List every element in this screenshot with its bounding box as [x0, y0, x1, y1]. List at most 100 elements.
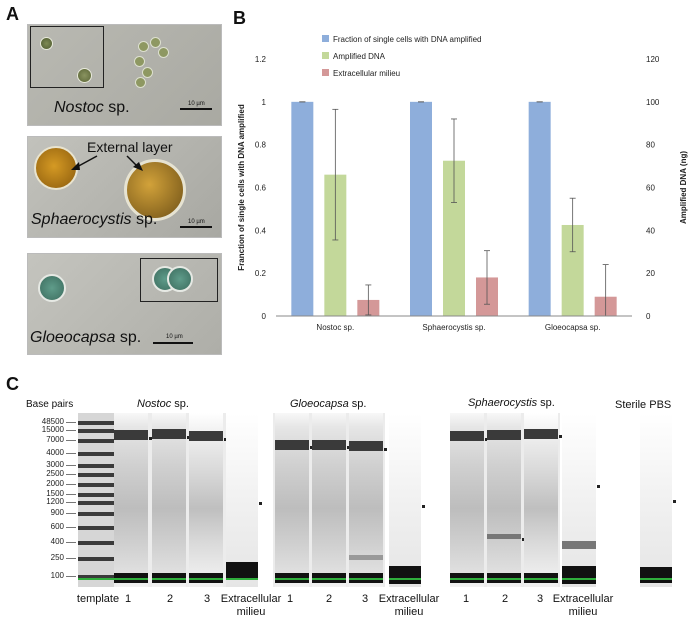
bp-label: 3000 — [46, 460, 64, 469]
cell — [150, 37, 161, 48]
scale-bar — [180, 108, 212, 110]
marker-band — [349, 578, 383, 580]
gel-band — [487, 430, 521, 440]
panel-label-c: C — [6, 374, 19, 394]
band-marker — [673, 500, 676, 503]
marker-band — [152, 578, 186, 580]
bp-tick — [66, 422, 76, 423]
bar — [410, 101, 432, 316]
gel-lane-nostoc-1 — [114, 413, 152, 587]
bp-tick — [66, 494, 76, 495]
caption-sphaerocystis: Sphaerocystis sp. — [31, 211, 158, 228]
micrograph-gloeocapsa: 10 µm — [27, 253, 222, 355]
gel-band — [562, 541, 596, 549]
gel-band — [562, 566, 596, 584]
y-tick-label: 0.4 — [255, 226, 267, 235]
marker-band — [78, 578, 118, 580]
y-tick-label: 0.8 — [255, 141, 267, 150]
group-title-gloeocapsa: Gloeocapsa sp. — [290, 398, 367, 410]
bp-tick — [66, 527, 76, 528]
gel-band — [78, 464, 118, 468]
bp-label: 15000 — [41, 425, 64, 434]
marker-band — [189, 578, 223, 580]
bp-label: 250 — [50, 553, 64, 562]
band-marker — [485, 438, 488, 441]
bar — [443, 160, 465, 316]
y-tick-label: 1.2 — [255, 55, 267, 64]
gel-lane-sterile-pbs — [640, 413, 676, 587]
base-pairs-label: Base pairs — [26, 399, 74, 410]
scale-label: 10 µm — [166, 334, 183, 340]
band-marker — [522, 538, 525, 541]
error-bar — [484, 250, 490, 305]
cell — [142, 67, 153, 78]
x-tick-label: Sphaerocystis sp. — [422, 323, 485, 332]
gel-band — [312, 440, 346, 450]
gel-band — [78, 557, 118, 561]
gel-band — [450, 431, 484, 441]
gel-band — [78, 493, 118, 497]
cell — [138, 41, 149, 52]
bp-label: 400 — [50, 537, 64, 546]
lane-label-nostoc-1: 1 — [124, 593, 132, 605]
micrograph-sphaerocystis: 10 µm — [27, 136, 222, 238]
gel-band — [152, 429, 186, 439]
band-marker — [559, 435, 562, 438]
gel-lane-sphaerocystis-1 — [450, 413, 488, 587]
marker-band — [389, 578, 421, 580]
legend-swatch — [322, 52, 329, 59]
y-tick-label: 0.6 — [255, 184, 267, 193]
lane-label-gloeocapsa-2: 2 — [325, 593, 333, 605]
band-marker — [149, 437, 152, 440]
y-tick-label: 0 — [262, 312, 267, 321]
gel-band — [226, 562, 258, 580]
gel-lane-nostoc-2 — [152, 413, 190, 587]
external-layer-label: External layer — [87, 139, 173, 155]
external-layer-arrows — [71, 155, 143, 171]
cell — [134, 56, 145, 67]
lane-label-nostoc-2: 2 — [166, 593, 174, 605]
marker-band — [275, 578, 309, 580]
group-title-sterile-pbs: Sterile PBS — [615, 399, 672, 411]
bar — [561, 224, 584, 316]
gel-band — [78, 473, 118, 477]
band-marker — [422, 505, 425, 508]
x-tick-label: Gloeocapsa sp. — [545, 323, 601, 332]
gel-band — [78, 429, 118, 433]
y-tick-label: 1 — [262, 98, 267, 107]
gel-lane-sphaerocystis-2 — [487, 413, 525, 587]
lane-label-gloeocapsa-extracellular: Extracellular milieu — [378, 593, 440, 618]
gel-band — [189, 431, 223, 441]
caption-gloeocapsa: Gloeocapsa sp. — [30, 329, 142, 346]
y2-axis-title: Amplified DNA (ng) — [679, 151, 688, 224]
gel-lane-sphaerocystis-3 — [524, 413, 562, 587]
cell — [40, 37, 53, 50]
band-marker — [597, 485, 600, 488]
lane-label-sphaerocystis-2: 2 — [501, 593, 509, 605]
marker-band — [312, 578, 346, 580]
caption-nostoc: Nostoc sp. — [54, 99, 130, 116]
marker-band — [524, 578, 558, 580]
cell — [34, 146, 78, 190]
gel-band — [78, 501, 118, 505]
gel-band — [389, 566, 421, 584]
gel-lane-gloeocapsa-1 — [275, 413, 313, 587]
gel-band — [78, 483, 118, 487]
gel-band — [349, 555, 383, 560]
bp-tick — [66, 440, 76, 441]
gel-band — [640, 567, 672, 583]
group-title-nostoc: Nostoc sp. — [137, 398, 189, 410]
legend-label: Amplified DNA — [333, 52, 386, 61]
gel-lane-gloeocapsa-2 — [312, 413, 350, 587]
gel-lane-sphaerocystis-extracellular — [562, 413, 600, 587]
bar-chart: 0 0.2 0.4 0.6 0.8 1 1.2 0 20 40 60 80 100 120 Franctio… — [237, 35, 688, 332]
bp-label: 900 — [50, 508, 64, 517]
panel-label-b: B — [233, 8, 246, 28]
bp-tick — [66, 502, 76, 503]
lane-label-sphaerocystis-extracellular: Extracellular milieu — [552, 593, 614, 618]
marker-band — [450, 578, 484, 580]
gel-band — [78, 575, 118, 579]
lane-label-sphaerocystis-1: 1 — [462, 593, 470, 605]
band-marker — [187, 436, 190, 439]
legend-swatch — [322, 35, 329, 42]
